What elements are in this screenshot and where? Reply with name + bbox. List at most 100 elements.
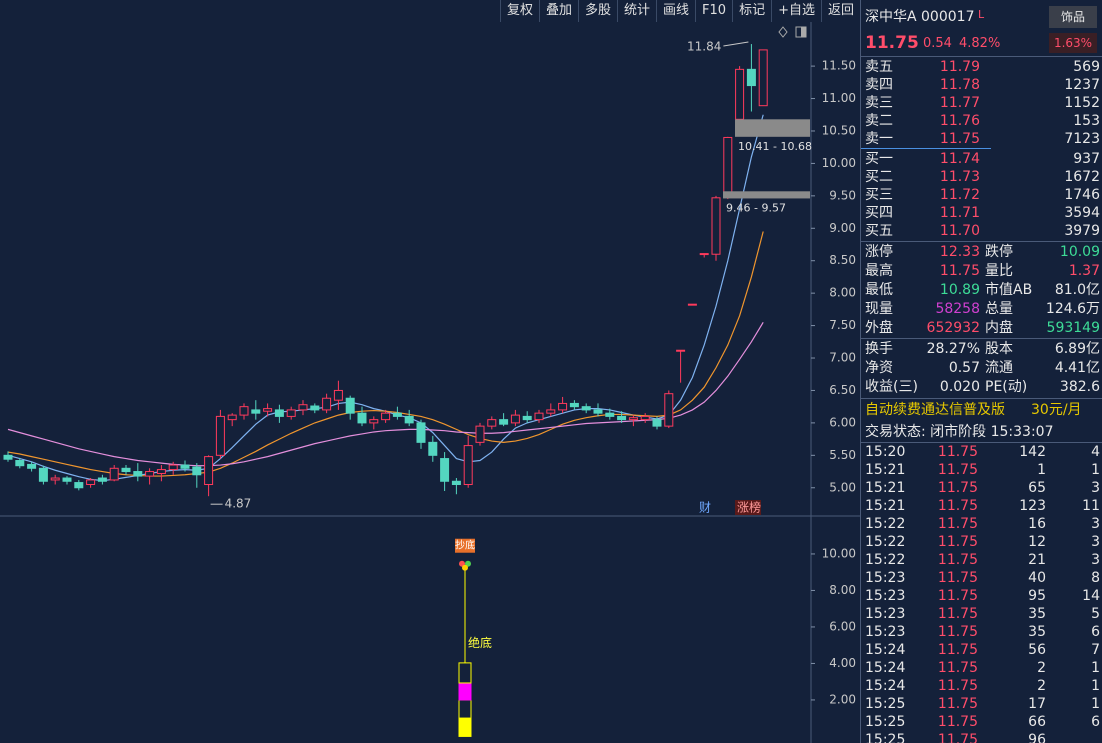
tick-price: 11.75	[937, 678, 978, 694]
tick-count: 3	[1091, 534, 1100, 550]
tick-volume: 2	[1037, 678, 1046, 694]
toolbar-button[interactable]: 返回	[820, 0, 860, 22]
tick-time: 15:23	[865, 606, 906, 622]
stat-value: 58258	[935, 301, 980, 317]
candle-body	[215, 415, 225, 456]
gap-band	[735, 119, 810, 137]
signal-label: 绝底	[468, 635, 492, 650]
candle-body	[322, 397, 332, 411]
toolbar-button[interactable]: 画线	[656, 0, 695, 22]
y-tick-label: 10.50	[822, 123, 856, 137]
candle-body	[239, 406, 249, 416]
candle-body	[121, 467, 131, 473]
stat-label: 内盘	[985, 320, 1013, 336]
tick-time: 15:23	[865, 624, 906, 640]
tick-volume: 12	[1028, 534, 1046, 550]
toolbar-button[interactable]: F10	[695, 0, 732, 22]
bid-label: 买一	[865, 151, 893, 167]
stock-flag: L	[978, 8, 985, 21]
tick-volume: 95	[1028, 588, 1046, 604]
quote-panel: 深中华A 000017 L 饰品 1.63% 11.75 0.54 4.82% 卖五 11.79…	[860, 0, 1102, 743]
tick-count: 6	[1091, 714, 1100, 730]
candle-body	[227, 414, 237, 421]
toolbar-button[interactable]: 复权	[499, 0, 539, 22]
candle-body	[558, 402, 568, 411]
stat-label: 收益(三)	[865, 379, 918, 395]
gap-band	[723, 191, 810, 199]
tick-volume: 1	[1037, 462, 1046, 478]
candle-body	[664, 393, 674, 427]
chart-area: 5.00 5.50 6.00 6.50 7.00 7.50 8.00 8.50 9.00 9.50…	[0, 22, 860, 743]
tick-count: 4	[1091, 444, 1100, 460]
toolbar-button[interactable]: +自选	[771, 0, 821, 22]
ask-price: 11.77	[939, 95, 980, 111]
candle-body	[487, 419, 497, 427]
price-change-pct: 4.82%	[959, 36, 1001, 51]
tick-volume: 65	[1028, 480, 1046, 496]
tick-volume: 16	[1028, 516, 1046, 532]
tick-volume: 123	[1019, 498, 1046, 514]
toolbar-button[interactable]: 叠加	[538, 0, 578, 22]
tick-time: 15:24	[865, 660, 906, 676]
stock-name: 深中华A 000017	[865, 9, 975, 25]
ask-price: 11.75	[939, 131, 980, 147]
y-tick-label: 11.00	[822, 91, 856, 105]
diamond-icon[interactable]	[778, 26, 788, 38]
divider	[861, 398, 1102, 399]
stat-value: 0.020	[939, 379, 980, 395]
low-annotation: 4.87	[225, 497, 252, 511]
tick-time: 15:22	[865, 516, 906, 532]
high-annotation: 11.84	[687, 40, 721, 54]
tick-price: 11.75	[937, 462, 978, 478]
tick-price: 11.75	[937, 714, 978, 730]
candle-body	[628, 417, 638, 421]
stat-label: 净资	[865, 360, 893, 376]
toolbar-button[interactable]: 标记	[732, 0, 771, 22]
y-tick-label: 4.00	[829, 656, 856, 670]
tick-volume: 142	[1019, 444, 1046, 460]
candle-body	[204, 456, 214, 486]
candle-body	[676, 349, 686, 352]
y-tick-label: 10.00	[822, 546, 856, 560]
moving-average-line	[7, 114, 764, 482]
stat-value: 12.33	[939, 244, 980, 260]
tick-time: 15:21	[865, 462, 906, 478]
tick-price: 11.75	[937, 696, 978, 712]
candle-body	[180, 464, 190, 469]
candle-body	[133, 471, 143, 477]
tick-time: 15:20	[865, 444, 906, 460]
tick-count: 5	[1091, 606, 1100, 622]
stat-label: 总量	[985, 301, 1013, 317]
signal-dot	[462, 564, 468, 571]
stat-label: 现量	[865, 301, 893, 317]
candle-body	[463, 445, 473, 486]
signal-segment	[458, 662, 472, 684]
ask-volume: 153	[1073, 113, 1100, 129]
tick-price: 11.75	[937, 624, 978, 640]
label-box	[455, 538, 475, 553]
stat-value: 0.57	[948, 360, 980, 376]
tick-count: 3	[1091, 480, 1100, 496]
toolbar-button[interactable]: 多股	[577, 0, 617, 22]
y-tick-label: 11.50	[822, 59, 856, 73]
candle-body	[286, 409, 296, 417]
candle-body	[416, 422, 426, 443]
gap-label: 10.41 - 10.68	[738, 140, 812, 153]
stat-value: 593149	[1046, 320, 1100, 336]
bid-price: 11.70	[939, 223, 980, 239]
tick-count: 1	[1091, 678, 1100, 694]
tick-count: 8	[1091, 570, 1100, 586]
stat-value: 11.75	[939, 263, 980, 279]
toolbar-button[interactable]: 统计	[617, 0, 656, 22]
ad-text[interactable]: 自动续费通达信普及版	[865, 402, 1005, 418]
quote-button[interactable]: 饰品	[1049, 6, 1097, 28]
bid-label: 买五	[865, 223, 893, 239]
candle-body	[97, 477, 107, 482]
candle-body	[699, 253, 709, 256]
candle-body	[428, 441, 438, 456]
candle-body	[687, 303, 697, 306]
tick-price: 11.75	[937, 570, 978, 586]
tick-time: 15:23	[865, 570, 906, 586]
bid-volume: 937	[1073, 151, 1100, 167]
divider	[861, 56, 1102, 57]
